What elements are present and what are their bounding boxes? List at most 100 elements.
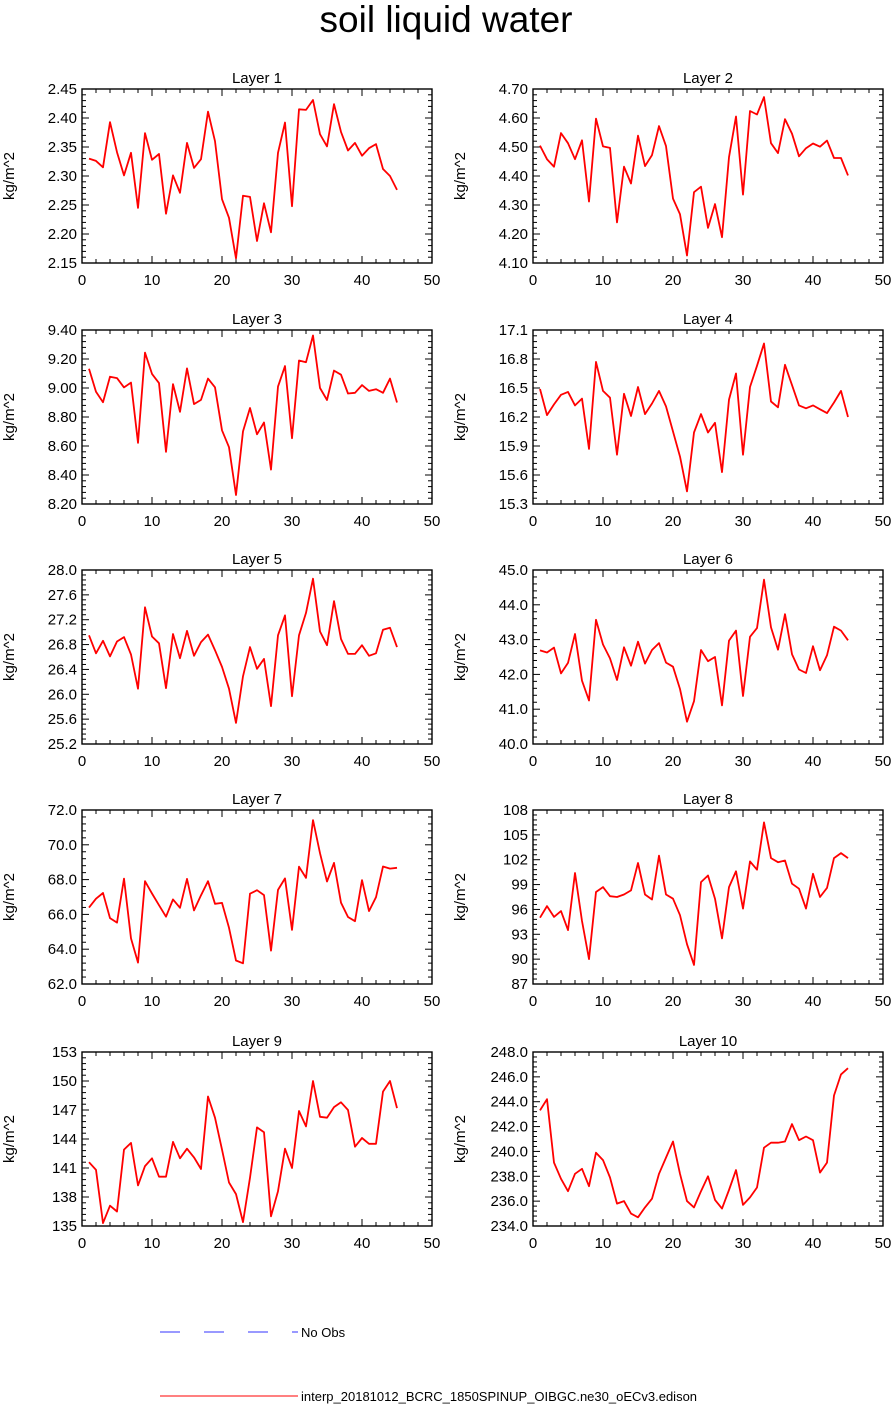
- x-tick-label: 50: [875, 513, 892, 530]
- x-tick-label: 30: [284, 753, 301, 770]
- y-tick-label: 147: [52, 1102, 77, 1119]
- y-tick-label: 244.0: [490, 1094, 528, 1111]
- x-tick-label: 20: [665, 513, 682, 530]
- y-tick-label: 9.40: [48, 322, 77, 339]
- x-tick-label: 0: [529, 272, 537, 289]
- y-tick-label: 26.0: [48, 686, 77, 703]
- y-tick-label: 8.40: [48, 467, 77, 484]
- panel-2: Layer 2 kg/m^2 0 10 20 30 40 50 4.10 4.20 4.30 4.40…: [452, 70, 891, 289]
- y-tick-label: 238.0: [490, 1168, 528, 1185]
- x-tick-label: 10: [595, 513, 612, 530]
- y-tick-label: 16.8: [499, 351, 528, 368]
- series-line: [88, 99, 398, 260]
- x-tick-label: 30: [284, 272, 301, 289]
- x-tick-label: 50: [875, 272, 892, 289]
- x-tick-label: 0: [78, 272, 86, 289]
- plot-frame: [532, 569, 884, 745]
- y-tick-label: 102: [503, 852, 528, 869]
- x-tick-label: 30: [735, 993, 752, 1010]
- panel-title: Layer 5: [232, 551, 282, 568]
- y-tick-label: 4.20: [499, 226, 528, 243]
- y-tick-label: 105: [503, 827, 528, 844]
- y-tick-label: 4.50: [499, 139, 528, 156]
- y-tick-label: 4.70: [499, 81, 528, 98]
- plot-frame: [81, 88, 433, 264]
- y-tick-label: 64.0: [48, 941, 77, 958]
- x-tick-label: 30: [735, 272, 752, 289]
- y-axis-label: kg/m^2: [452, 393, 469, 441]
- x-tick-label: 0: [529, 993, 537, 1010]
- y-axis-label: kg/m^2: [452, 152, 469, 200]
- x-tick-label: 10: [144, 753, 161, 770]
- y-tick-label: 135: [52, 1218, 77, 1235]
- y-tick-label: 2.35: [48, 139, 77, 156]
- y-tick-label: 9.00: [48, 380, 77, 397]
- x-tick-label: 0: [78, 513, 86, 530]
- x-tick-label: 0: [78, 753, 86, 770]
- series-line: [88, 334, 398, 496]
- y-tick-label: 4.30: [499, 197, 528, 214]
- y-axis-label: kg/m^2: [452, 1115, 469, 1163]
- panel-title: Layer 4: [683, 311, 733, 328]
- y-tick-label: 90: [511, 951, 528, 968]
- series-line: [539, 1067, 849, 1219]
- panel-title: Layer 2: [683, 70, 733, 87]
- x-tick-label: 10: [144, 993, 161, 1010]
- x-tick-label: 30: [735, 753, 752, 770]
- x-tick-label: 10: [595, 1235, 612, 1252]
- x-tick-label: 0: [529, 513, 537, 530]
- y-tick-label: 246.0: [490, 1069, 528, 1086]
- series-line: [539, 821, 849, 966]
- panel-title: Layer 8: [683, 791, 733, 808]
- y-tick-label: 2.45: [48, 81, 77, 98]
- y-tick-label: 8.20: [48, 496, 77, 513]
- y-tick-label: 41.0: [499, 701, 528, 718]
- x-tick-label: 40: [805, 993, 822, 1010]
- series-line: [88, 1080, 398, 1224]
- series-line: [539, 578, 849, 723]
- y-tick-label: 87: [511, 976, 528, 993]
- x-tick-label: 50: [875, 1235, 892, 1252]
- x-tick-label: 10: [144, 1235, 161, 1252]
- panel-title: Layer 7: [232, 791, 282, 808]
- x-tick-label: 10: [144, 513, 161, 530]
- y-tick-label: 240.0: [490, 1143, 528, 1160]
- x-tick-label: 40: [805, 753, 822, 770]
- y-tick-label: 42.0: [499, 666, 528, 683]
- panel-9: Layer 9 kg/m^2 0 10 20 30 40 50 135 138 141 144 147 1…: [1, 1033, 440, 1252]
- x-tick-label: 0: [78, 993, 86, 1010]
- panel-6: Layer 6 kg/m^2 0 10 20 30 40 50 40.0 41.0 42.0 43.0…: [452, 551, 891, 770]
- series-line: [539, 342, 849, 493]
- legend-label-no-obs: No Obs: [301, 1325, 346, 1340]
- y-axis-label: kg/m^2: [1, 152, 18, 200]
- y-tick-label: 15.3: [499, 496, 528, 513]
- panel-title: Layer 1: [232, 70, 282, 87]
- x-tick-label: 20: [665, 993, 682, 1010]
- panel-7: Layer 7 kg/m^2 0 10 20 30 40 50 62.0 64.0 66.0 68.0…: [1, 791, 440, 1010]
- y-tick-label: 25.2: [48, 736, 77, 753]
- panel-title: Layer 10: [679, 1033, 737, 1050]
- y-tick-label: 70.0: [48, 837, 77, 854]
- x-tick-label: 40: [805, 513, 822, 530]
- y-tick-label: 45.0: [499, 562, 528, 579]
- y-tick-label: 62.0: [48, 976, 77, 993]
- x-tick-label: 30: [735, 513, 752, 530]
- y-axis-label: kg/m^2: [1, 1115, 18, 1163]
- panel-title: Layer 6: [683, 551, 733, 568]
- y-tick-label: 138: [52, 1189, 77, 1206]
- figure-title: soil liquid water: [319, 0, 573, 40]
- x-tick-label: 40: [354, 1235, 371, 1252]
- x-tick-label: 50: [424, 272, 441, 289]
- x-tick-label: 30: [284, 993, 301, 1010]
- y-tick-label: 25.6: [48, 711, 77, 728]
- y-tick-label: 40.0: [499, 736, 528, 753]
- y-tick-label: 16.2: [499, 409, 528, 426]
- x-tick-label: 30: [735, 1235, 752, 1252]
- y-tick-label: 26.8: [48, 637, 77, 654]
- y-tick-label: 9.20: [48, 351, 77, 368]
- y-tick-label: 242.0: [490, 1119, 528, 1136]
- y-tick-label: 144: [52, 1131, 77, 1148]
- x-tick-label: 20: [665, 1235, 682, 1252]
- y-tick-label: 68.0: [48, 872, 77, 889]
